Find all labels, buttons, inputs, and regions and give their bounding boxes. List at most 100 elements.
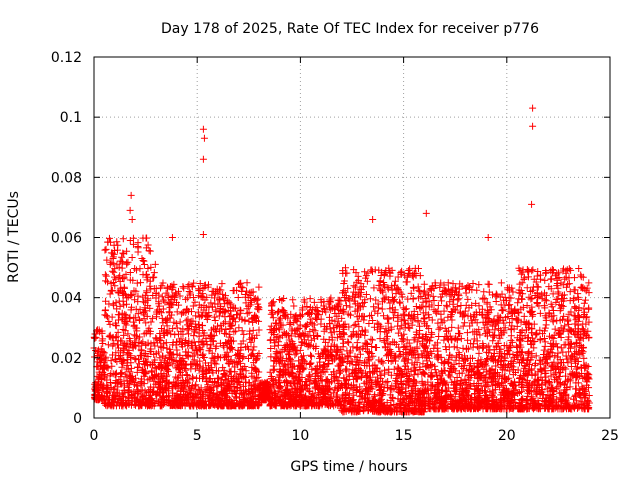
data-point xyxy=(114,337,122,345)
data-point xyxy=(111,246,119,254)
data-point xyxy=(102,312,110,320)
data-point xyxy=(109,342,117,350)
data-point xyxy=(127,306,135,314)
data-point xyxy=(114,288,122,296)
data-point xyxy=(230,328,238,336)
data-point xyxy=(109,351,117,359)
data-point xyxy=(182,317,190,325)
data-point xyxy=(248,334,256,342)
data-point xyxy=(222,292,230,300)
data-point xyxy=(142,350,150,358)
data-point xyxy=(91,330,99,338)
data-point xyxy=(95,326,103,334)
data-point xyxy=(127,292,135,300)
data-point xyxy=(146,247,154,255)
data-point xyxy=(195,301,203,309)
data-point xyxy=(146,277,154,285)
data-point xyxy=(114,328,122,336)
data-point xyxy=(240,330,248,338)
data-point xyxy=(172,357,180,365)
data-point xyxy=(238,327,246,335)
data-point xyxy=(190,356,198,364)
data-point xyxy=(169,325,177,333)
data-point xyxy=(199,364,207,372)
data-point xyxy=(185,288,193,296)
data-point xyxy=(120,344,128,352)
data-point xyxy=(104,278,112,286)
data-point xyxy=(123,300,131,308)
data-point xyxy=(219,341,227,349)
data-point xyxy=(116,257,124,265)
data-point xyxy=(133,279,141,287)
data-point xyxy=(169,389,177,397)
data-point xyxy=(98,327,106,335)
data-point xyxy=(224,338,232,346)
data-point xyxy=(152,390,160,398)
data-point xyxy=(121,318,129,326)
data-point xyxy=(106,260,114,268)
data-point xyxy=(183,371,191,379)
data-point xyxy=(146,347,154,355)
data-point xyxy=(118,264,126,272)
data-point xyxy=(124,388,132,396)
data-point xyxy=(234,361,242,369)
data-point xyxy=(127,364,135,372)
data-point xyxy=(206,375,214,383)
data-point xyxy=(199,350,207,358)
data-point xyxy=(243,279,251,287)
data-point xyxy=(227,300,235,308)
data-point xyxy=(140,330,148,338)
data-point xyxy=(113,238,121,246)
data-point xyxy=(131,296,139,304)
data-point xyxy=(126,268,134,276)
data-point xyxy=(125,334,133,342)
data-point xyxy=(132,355,140,363)
data-point xyxy=(131,355,139,363)
data-point xyxy=(104,341,112,349)
data-point xyxy=(147,263,155,271)
data-point xyxy=(254,300,262,308)
data-point xyxy=(173,346,181,354)
data-point xyxy=(211,317,219,325)
data-point xyxy=(122,321,130,329)
data-point xyxy=(139,338,147,346)
data-point xyxy=(116,396,124,404)
data-point xyxy=(173,308,181,316)
data-point xyxy=(230,337,238,345)
data-point xyxy=(146,304,154,312)
data-point xyxy=(233,378,241,386)
data-point xyxy=(255,304,263,312)
data-point xyxy=(132,332,140,340)
data-point xyxy=(159,279,167,287)
data-point xyxy=(150,273,158,281)
data-point xyxy=(171,382,179,390)
data-point xyxy=(144,376,152,384)
data-point xyxy=(175,287,182,295)
data-point xyxy=(144,264,152,272)
data-point xyxy=(147,340,155,348)
data-point xyxy=(139,234,147,242)
data-point xyxy=(243,343,251,351)
data-point xyxy=(223,299,231,307)
data-point xyxy=(170,318,178,326)
data-point xyxy=(196,374,204,382)
data-point xyxy=(214,379,222,387)
data-point xyxy=(127,378,135,386)
data-point xyxy=(139,271,147,279)
data-point xyxy=(242,299,250,307)
data-point xyxy=(140,261,148,269)
data-point xyxy=(118,253,126,261)
data-point xyxy=(130,322,138,330)
data-point xyxy=(101,246,109,254)
data-point xyxy=(129,240,137,248)
data-point xyxy=(164,358,172,366)
data-point xyxy=(248,363,256,371)
data-point xyxy=(145,247,153,255)
data-point xyxy=(115,378,123,386)
data-point xyxy=(117,358,125,366)
data-point xyxy=(215,286,223,294)
data-point xyxy=(137,340,145,348)
data-point xyxy=(103,381,111,389)
data-point xyxy=(207,299,215,307)
data-point xyxy=(232,327,240,335)
